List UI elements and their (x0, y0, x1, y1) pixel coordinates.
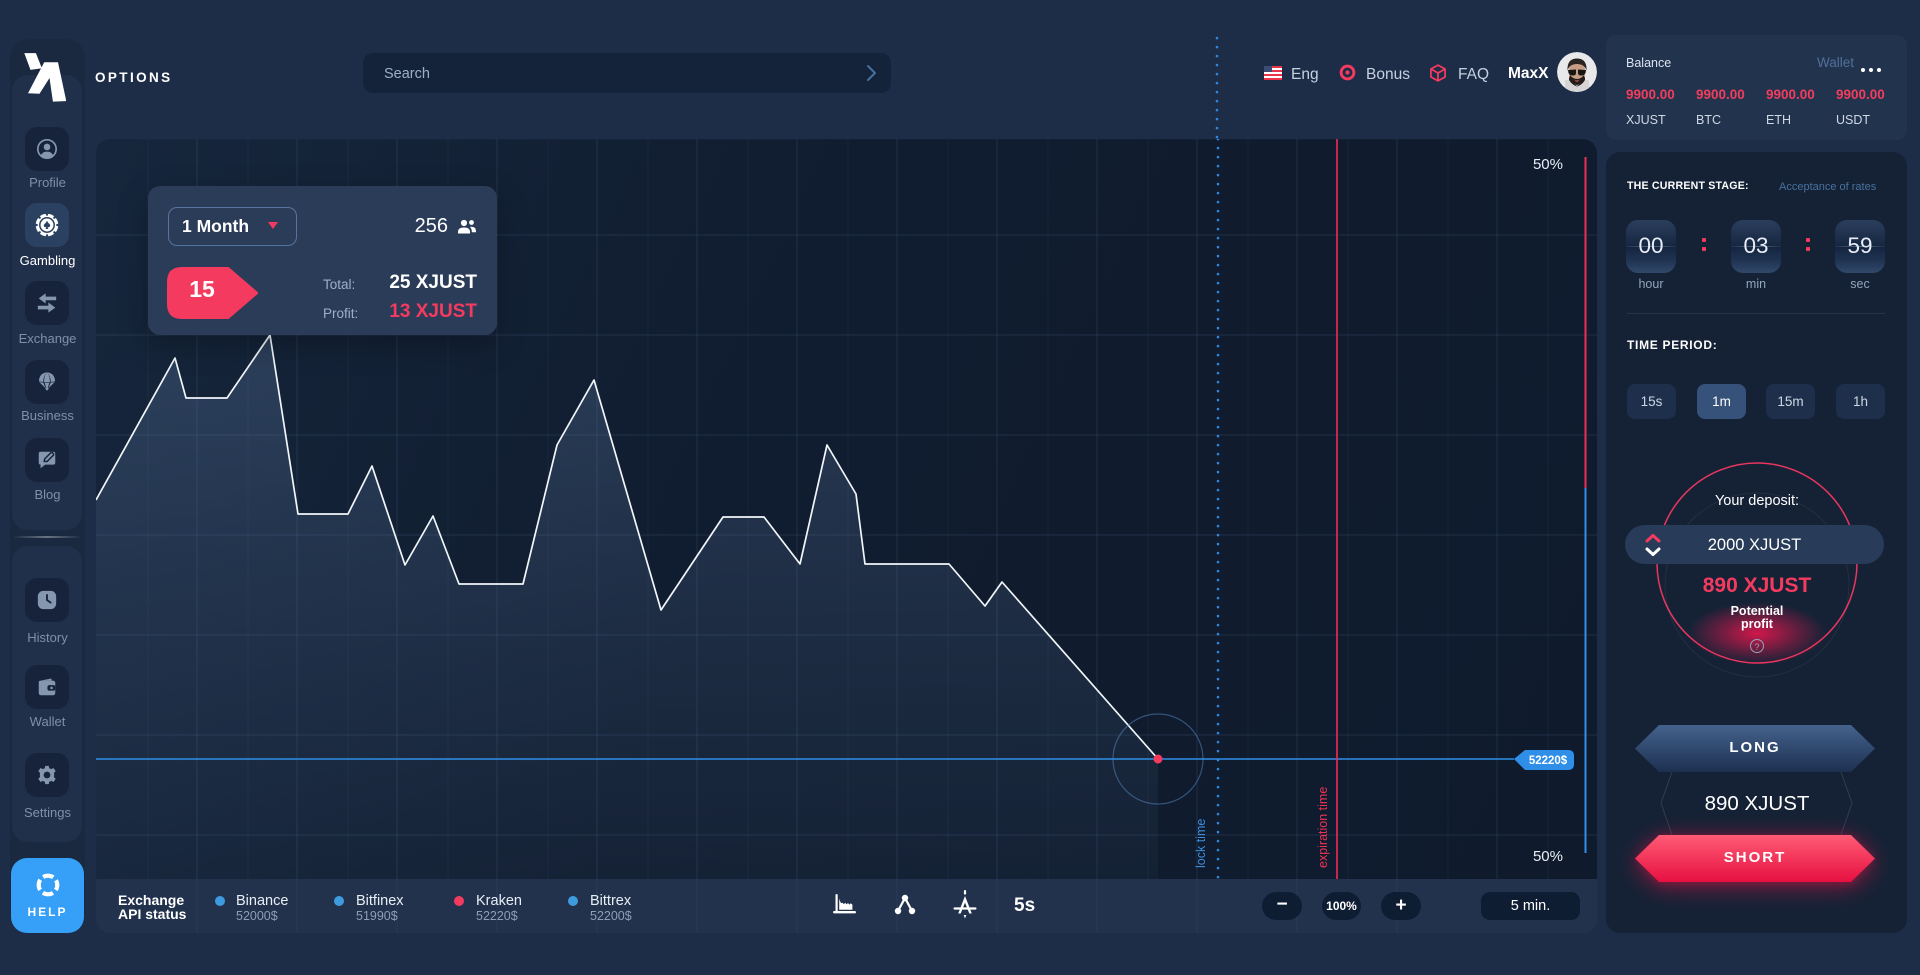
svg-text:50%: 50% (1533, 156, 1563, 173)
svg-text:52220$: 52220$ (1529, 755, 1568, 767)
svg-text:50%: 50% (1533, 848, 1563, 865)
